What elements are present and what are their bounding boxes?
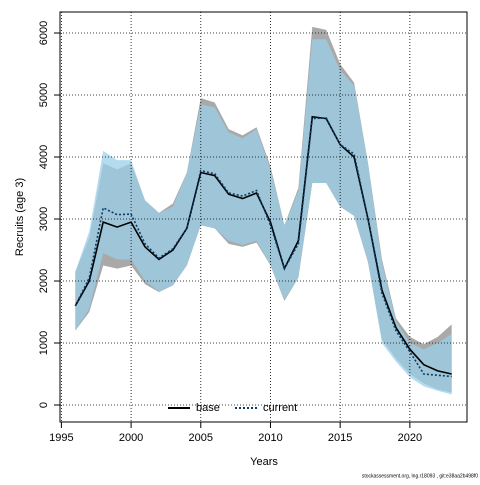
x-tick-label: 2010 xyxy=(258,432,282,444)
footer: stockassessment.org, lng.r18093 , git:e3… xyxy=(362,473,478,479)
y-tick-label: 0 xyxy=(38,402,50,408)
y-tick-label: 5000 xyxy=(38,83,50,107)
series-line xyxy=(74,117,452,378)
y-tick-label: 4000 xyxy=(38,145,50,169)
x-tick-label: 2005 xyxy=(189,432,213,444)
series-line xyxy=(74,115,452,375)
y-tick-label: 3000 xyxy=(38,207,50,231)
x-tick-label: 1995 xyxy=(49,432,73,444)
y-tick-label: 2000 xyxy=(38,269,50,293)
legend-label: current xyxy=(263,402,297,414)
x-tick-label: 2020 xyxy=(398,432,422,444)
legend-label: base xyxy=(196,402,220,414)
x-axis-title: Years xyxy=(250,456,278,468)
y-tick-label: 1000 xyxy=(38,331,50,355)
confidence-band xyxy=(75,39,452,395)
y-axis-title: Recruits (age 3) xyxy=(14,178,26,256)
x-tick-label: 2000 xyxy=(119,432,143,444)
y-tick-label: 6000 xyxy=(38,21,50,45)
x-tick-label: 2015 xyxy=(328,432,352,444)
plot-frame xyxy=(59,11,468,423)
